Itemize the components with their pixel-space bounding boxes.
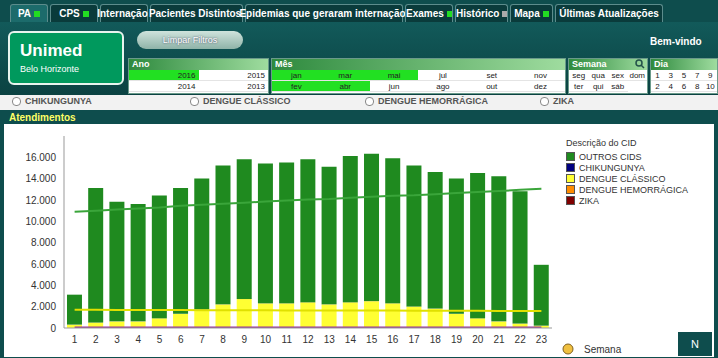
html-text:Bem-vindo: Bem-vindo bbox=[650, 36, 702, 47]
html-text:Mapa: Mapa bbox=[514, 8, 540, 19]
html-text:qui: qui bbox=[592, 82, 604, 91]
html-text:out: out bbox=[486, 82, 498, 91]
svg-text:15: 15 bbox=[366, 334, 378, 345]
html-text:DENGUE CLÁSSICO: DENGUE CLÁSSICO bbox=[579, 173, 666, 184]
html-text:3: 3 bbox=[668, 71, 673, 80]
html-text:DENGUE HEMORRÁGICA: DENGUE HEMORRÁGICA bbox=[378, 96, 488, 106]
html-text:OUTROS CIDS: OUTROS CIDS bbox=[579, 151, 642, 162]
svg-text:17: 17 bbox=[409, 334, 421, 345]
svg-text:9: 9 bbox=[242, 334, 248, 345]
html-text:N: N bbox=[691, 338, 699, 350]
html-text:2013: 2013 bbox=[247, 82, 265, 91]
svg-text:10: 10 bbox=[260, 334, 272, 345]
svg-text:8.000: 8.000 bbox=[31, 237, 56, 248]
svg-text:11: 11 bbox=[282, 334, 293, 345]
html-text:sáb: sáb bbox=[611, 82, 625, 91]
svg-text:10.000: 10.000 bbox=[25, 216, 56, 227]
html-text:Últimas Atualizações: Últimas Atualizações bbox=[559, 8, 659, 19]
html-text:2014: 2014 bbox=[177, 82, 196, 91]
svg-text:6: 6 bbox=[178, 334, 184, 345]
html-text:nov: nov bbox=[534, 71, 547, 80]
svg-text:20: 20 bbox=[472, 334, 484, 345]
html-text:fev: fev bbox=[291, 82, 302, 91]
html-text:Semana: Semana bbox=[572, 59, 607, 69]
svg-text:12.000: 12.000 bbox=[25, 195, 56, 206]
svg-text:14: 14 bbox=[345, 334, 357, 345]
html-text:sex: sex bbox=[611, 71, 624, 80]
html-text:2016: 2016 bbox=[177, 71, 196, 80]
html-text:CPS: CPS bbox=[59, 8, 80, 19]
svg-text:6.000: 6.000 bbox=[31, 259, 56, 270]
html-text:PA: PA bbox=[17, 8, 32, 19]
html-text:Epidemias que geraram internaç: Epidemias que geraram internação Exames bbox=[239, 8, 444, 19]
svg-text:1: 1 bbox=[72, 334, 78, 345]
html-text:Unimed: Unimed bbox=[20, 41, 83, 60]
svg-text:5: 5 bbox=[157, 334, 163, 345]
html-text:set: set bbox=[486, 71, 498, 80]
html-text:DENGUE HEMORRÁGICA: DENGUE HEMORRÁGICA bbox=[579, 184, 688, 195]
html-text:1: 1 bbox=[655, 71, 660, 80]
svg-text:19: 19 bbox=[451, 334, 463, 345]
svg-text:16.000: 16.000 bbox=[25, 152, 56, 163]
html-text:ZIKA: ZIKA bbox=[553, 96, 574, 106]
html-text:5: 5 bbox=[681, 71, 687, 80]
svg-text:3: 3 bbox=[114, 334, 120, 345]
html-text:Mês: Mês bbox=[275, 59, 293, 69]
html-text:Histórico: Histórico bbox=[456, 8, 500, 19]
html-text:CHIKUNGUNYA: CHIKUNGUNYA bbox=[579, 162, 645, 173]
html-text:2: 2 bbox=[655, 82, 660, 91]
html-text:jan: jan bbox=[291, 71, 302, 80]
html-text:ZIKA: ZIKA bbox=[579, 195, 599, 206]
html-text:mar: mar bbox=[338, 71, 353, 80]
svg-text:7: 7 bbox=[199, 334, 205, 345]
html-text:8: 8 bbox=[694, 82, 700, 91]
html-text:Limpar Filtros: Limpar Filtros bbox=[162, 35, 218, 45]
svg-text:13: 13 bbox=[324, 334, 336, 345]
svg-text:14.000: 14.000 bbox=[25, 173, 56, 184]
html-text:Dia: Dia bbox=[654, 59, 668, 69]
svg-text:23: 23 bbox=[536, 334, 548, 345]
html-text:4: 4 bbox=[668, 82, 673, 91]
html-text:dom: dom bbox=[629, 71, 645, 80]
svg-text:16: 16 bbox=[387, 334, 399, 345]
svg-text:21: 21 bbox=[493, 334, 505, 345]
html-text:Belo Horizonte: Belo Horizonte bbox=[20, 64, 79, 74]
svg-text:18: 18 bbox=[430, 334, 442, 345]
html-text:jul: jul bbox=[438, 71, 447, 80]
svg-text:2.000: 2.000 bbox=[31, 301, 56, 312]
svg-text:2: 2 bbox=[93, 334, 99, 345]
html-text:Descrição do CID: Descrição do CID bbox=[566, 138, 637, 148]
svg-text:4.000: 4.000 bbox=[31, 280, 56, 291]
svg-text:8: 8 bbox=[220, 334, 226, 345]
html-text:10: 10 bbox=[705, 82, 715, 91]
html-text:seg: seg bbox=[572, 71, 586, 80]
html-text:2015: 2015 bbox=[247, 71, 265, 80]
html-text:jun: jun bbox=[388, 82, 400, 91]
html-text:ter: ter bbox=[574, 82, 584, 91]
html-text:7: 7 bbox=[694, 71, 700, 80]
html-text:mai: mai bbox=[387, 71, 401, 80]
html-text:Semana: Semana bbox=[584, 344, 622, 355]
html-text:Ano: Ano bbox=[132, 59, 150, 69]
html-text:DENGUE CLÁSSICO: DENGUE CLÁSSICO bbox=[203, 96, 291, 106]
html-text:Atendimentos: Atendimentos bbox=[9, 112, 76, 123]
html-text:ago: ago bbox=[436, 82, 450, 91]
svg-text:4: 4 bbox=[135, 334, 141, 345]
html-text:CHIKUNGUNYA: CHIKUNGUNYA bbox=[25, 96, 92, 106]
html-text:dez: dez bbox=[534, 82, 547, 91]
svg-text:0: 0 bbox=[50, 323, 56, 334]
html-text:abr: abr bbox=[339, 82, 351, 91]
svg-text:22: 22 bbox=[515, 334, 527, 345]
html-text:6: 6 bbox=[681, 82, 687, 91]
html-text:Internação Pacientes Distintos: Internação Pacientes Distintos bbox=[97, 8, 242, 19]
svg-text:12: 12 bbox=[302, 334, 314, 345]
html-text:9: 9 bbox=[708, 71, 713, 80]
html-text:qua: qua bbox=[591, 71, 605, 80]
